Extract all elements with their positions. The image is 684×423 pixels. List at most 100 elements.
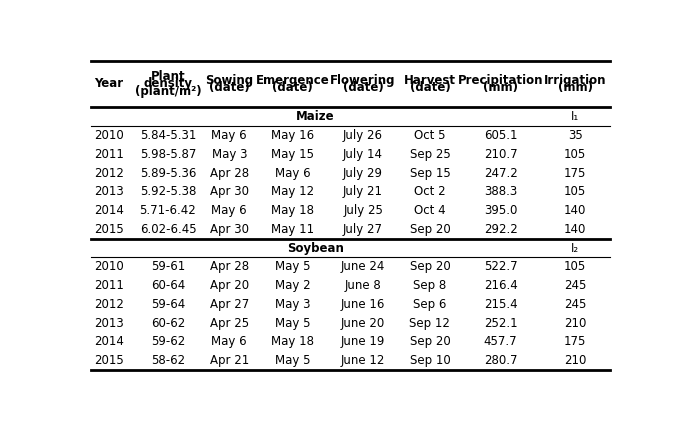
Text: 59-62: 59-62 — [151, 335, 185, 348]
Text: Oct 2: Oct 2 — [414, 185, 446, 198]
Text: (date): (date) — [410, 81, 450, 94]
Text: May 6: May 6 — [211, 129, 247, 142]
Text: 2010: 2010 — [94, 260, 124, 273]
Text: 35: 35 — [568, 129, 583, 142]
Text: 140: 140 — [564, 204, 586, 217]
Text: 252.1: 252.1 — [484, 316, 518, 330]
Text: May 15: May 15 — [271, 148, 314, 161]
Text: 5.92-5.38: 5.92-5.38 — [140, 185, 196, 198]
Text: 2015: 2015 — [94, 354, 124, 367]
Text: Sep 20: Sep 20 — [410, 260, 450, 273]
Text: 388.3: 388.3 — [484, 185, 517, 198]
Text: 5.89-5.36: 5.89-5.36 — [140, 167, 196, 179]
Text: May 5: May 5 — [275, 316, 311, 330]
Text: 2015: 2015 — [94, 223, 124, 236]
Text: Irrigation: Irrigation — [544, 74, 606, 87]
Text: 140: 140 — [564, 223, 586, 236]
Text: 605.1: 605.1 — [484, 129, 517, 142]
Text: 2010: 2010 — [94, 129, 124, 142]
Text: (date): (date) — [343, 81, 384, 94]
Text: I₁: I₁ — [571, 110, 579, 123]
Text: July 14: July 14 — [343, 148, 383, 161]
Text: 2011: 2011 — [94, 279, 124, 292]
Text: Apr 28: Apr 28 — [210, 260, 249, 273]
Text: June 19: June 19 — [341, 335, 385, 348]
Text: Apr 27: Apr 27 — [209, 298, 249, 311]
Text: May 5: May 5 — [275, 260, 311, 273]
Text: May 12: May 12 — [271, 185, 314, 198]
Text: Apr 20: Apr 20 — [210, 279, 249, 292]
Text: (plant/m²): (plant/m²) — [135, 85, 201, 98]
Text: (date): (date) — [272, 81, 313, 94]
Text: 105: 105 — [564, 260, 586, 273]
Text: (date): (date) — [209, 81, 250, 94]
Text: Apr 30: Apr 30 — [210, 185, 249, 198]
Text: May 18: May 18 — [271, 204, 314, 217]
Text: Sep 20: Sep 20 — [410, 223, 450, 236]
Text: May 11: May 11 — [271, 223, 314, 236]
Text: 210: 210 — [564, 354, 586, 367]
Text: 5.84-5.31: 5.84-5.31 — [140, 129, 196, 142]
Text: May 16: May 16 — [271, 129, 314, 142]
Text: 2013: 2013 — [94, 185, 124, 198]
Text: 105: 105 — [564, 185, 586, 198]
Text: 210.7: 210.7 — [484, 148, 518, 161]
Text: 2014: 2014 — [94, 335, 124, 348]
Text: June 24: June 24 — [341, 260, 385, 273]
Text: 5.98-5.87: 5.98-5.87 — [140, 148, 196, 161]
Text: 210: 210 — [564, 316, 586, 330]
Text: 5.71-6.42: 5.71-6.42 — [140, 204, 196, 217]
Text: Sep 12: Sep 12 — [410, 316, 450, 330]
Text: May 2: May 2 — [275, 279, 311, 292]
Text: Precipitation: Precipitation — [458, 74, 543, 87]
Text: 522.7: 522.7 — [484, 260, 518, 273]
Text: 395.0: 395.0 — [484, 204, 517, 217]
Text: June 8: June 8 — [345, 279, 382, 292]
Text: May 6: May 6 — [211, 335, 247, 348]
Text: 60-64: 60-64 — [151, 279, 185, 292]
Text: 59-61: 59-61 — [151, 260, 185, 273]
Text: Apr 30: Apr 30 — [210, 223, 249, 236]
Text: Harvest: Harvest — [404, 74, 456, 87]
Text: Sep 10: Sep 10 — [410, 354, 450, 367]
Text: 245: 245 — [564, 298, 586, 311]
Text: Sowing: Sowing — [205, 74, 253, 87]
Text: 2012: 2012 — [94, 167, 124, 179]
Text: May 5: May 5 — [275, 354, 311, 367]
Text: Flowering: Flowering — [330, 74, 396, 87]
Text: 245: 245 — [564, 279, 586, 292]
Text: June 16: June 16 — [341, 298, 385, 311]
Text: 457.7: 457.7 — [484, 335, 518, 348]
Text: May 18: May 18 — [271, 335, 314, 348]
Text: Oct 5: Oct 5 — [414, 129, 446, 142]
Text: 2011: 2011 — [94, 148, 124, 161]
Text: Soybean: Soybean — [287, 242, 344, 255]
Text: 58-62: 58-62 — [151, 354, 185, 367]
Text: Plant: Plant — [150, 70, 185, 83]
Text: Sep 15: Sep 15 — [410, 167, 450, 179]
Text: May 3: May 3 — [211, 148, 247, 161]
Text: Sep 6: Sep 6 — [413, 298, 447, 311]
Text: (mm): (mm) — [483, 81, 518, 94]
Text: July 27: July 27 — [343, 223, 383, 236]
Text: Apr 21: Apr 21 — [209, 354, 249, 367]
Text: Apr 28: Apr 28 — [210, 167, 249, 179]
Text: June 20: June 20 — [341, 316, 385, 330]
Text: I₂: I₂ — [571, 242, 579, 255]
Text: June 12: June 12 — [341, 354, 385, 367]
Text: July 29: July 29 — [343, 167, 383, 179]
Text: 59-64: 59-64 — [151, 298, 185, 311]
Text: July 25: July 25 — [343, 204, 383, 217]
Text: Apr 25: Apr 25 — [210, 316, 249, 330]
Text: (mm): (mm) — [557, 81, 592, 94]
Text: July 26: July 26 — [343, 129, 383, 142]
Text: Emergence: Emergence — [256, 74, 330, 87]
Text: 2012: 2012 — [94, 298, 124, 311]
Text: 175: 175 — [564, 167, 586, 179]
Text: May 3: May 3 — [275, 298, 311, 311]
Text: 216.4: 216.4 — [484, 279, 518, 292]
Text: density: density — [144, 77, 192, 91]
Text: 6.02-6.45: 6.02-6.45 — [140, 223, 196, 236]
Text: 2013: 2013 — [94, 316, 124, 330]
Text: May 6: May 6 — [211, 204, 247, 217]
